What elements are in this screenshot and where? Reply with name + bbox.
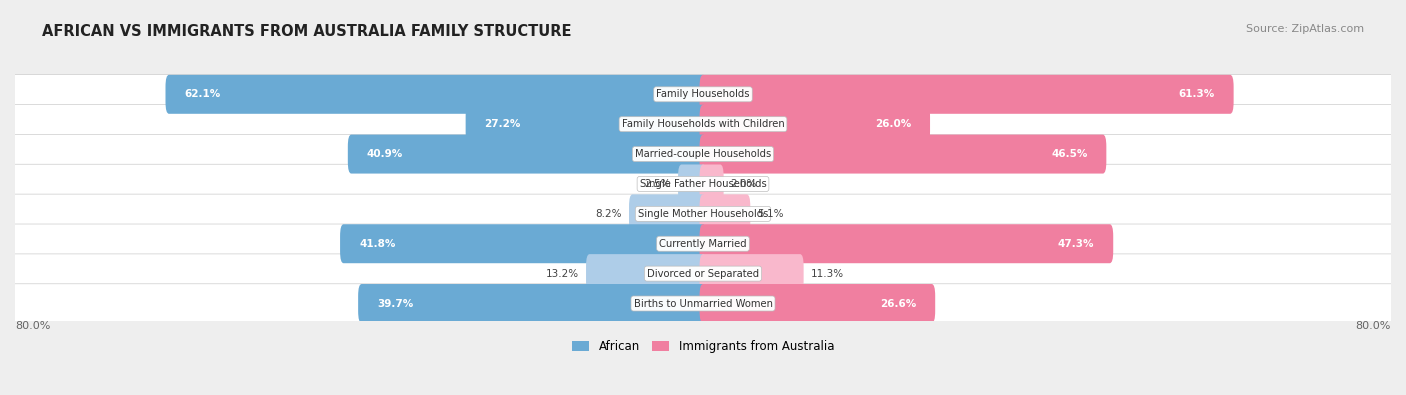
Text: 5.1%: 5.1% xyxy=(758,209,783,219)
FancyBboxPatch shape xyxy=(13,75,1393,114)
Text: Family Households: Family Households xyxy=(657,89,749,99)
Text: Currently Married: Currently Married xyxy=(659,239,747,249)
Text: Single Father Households: Single Father Households xyxy=(640,179,766,189)
FancyBboxPatch shape xyxy=(700,105,929,144)
Text: 27.2%: 27.2% xyxy=(485,119,522,129)
FancyBboxPatch shape xyxy=(347,135,706,173)
Text: 2.5%: 2.5% xyxy=(645,179,671,189)
FancyBboxPatch shape xyxy=(13,164,1393,204)
FancyBboxPatch shape xyxy=(700,284,935,323)
FancyBboxPatch shape xyxy=(465,105,706,144)
Text: 41.8%: 41.8% xyxy=(359,239,395,249)
Text: AFRICAN VS IMMIGRANTS FROM AUSTRALIA FAMILY STRUCTURE: AFRICAN VS IMMIGRANTS FROM AUSTRALIA FAM… xyxy=(42,24,572,39)
Text: Births to Unmarried Women: Births to Unmarried Women xyxy=(634,299,772,308)
Text: 40.9%: 40.9% xyxy=(367,149,404,159)
Text: 8.2%: 8.2% xyxy=(596,209,623,219)
FancyBboxPatch shape xyxy=(700,164,724,203)
Text: Family Households with Children: Family Households with Children xyxy=(621,119,785,129)
FancyBboxPatch shape xyxy=(340,224,706,263)
FancyBboxPatch shape xyxy=(700,135,1107,173)
Text: Source: ZipAtlas.com: Source: ZipAtlas.com xyxy=(1246,24,1364,34)
Text: Divorced or Separated: Divorced or Separated xyxy=(647,269,759,278)
Text: 2.0%: 2.0% xyxy=(731,179,756,189)
Text: 46.5%: 46.5% xyxy=(1052,149,1087,159)
FancyBboxPatch shape xyxy=(700,224,1114,263)
FancyBboxPatch shape xyxy=(678,164,706,203)
Text: 61.3%: 61.3% xyxy=(1178,89,1215,99)
Text: 80.0%: 80.0% xyxy=(15,321,51,331)
FancyBboxPatch shape xyxy=(586,254,706,293)
Text: 26.6%: 26.6% xyxy=(880,299,917,308)
FancyBboxPatch shape xyxy=(13,194,1393,233)
FancyBboxPatch shape xyxy=(359,284,706,323)
Text: 47.3%: 47.3% xyxy=(1057,239,1094,249)
FancyBboxPatch shape xyxy=(166,75,706,114)
FancyBboxPatch shape xyxy=(700,75,1233,114)
Text: 26.0%: 26.0% xyxy=(875,119,911,129)
Text: 13.2%: 13.2% xyxy=(546,269,579,278)
Text: Single Mother Households: Single Mother Households xyxy=(638,209,768,219)
FancyBboxPatch shape xyxy=(13,104,1393,144)
Text: 39.7%: 39.7% xyxy=(377,299,413,308)
FancyBboxPatch shape xyxy=(13,134,1393,174)
Text: Married-couple Households: Married-couple Households xyxy=(636,149,770,159)
FancyBboxPatch shape xyxy=(700,254,804,293)
FancyBboxPatch shape xyxy=(13,284,1393,323)
Text: 80.0%: 80.0% xyxy=(1355,321,1391,331)
FancyBboxPatch shape xyxy=(700,194,751,233)
Text: 62.1%: 62.1% xyxy=(184,89,221,99)
FancyBboxPatch shape xyxy=(13,224,1393,263)
Text: 11.3%: 11.3% xyxy=(810,269,844,278)
FancyBboxPatch shape xyxy=(13,254,1393,293)
FancyBboxPatch shape xyxy=(628,194,706,233)
Legend: African, Immigrants from Australia: African, Immigrants from Australia xyxy=(567,335,839,357)
